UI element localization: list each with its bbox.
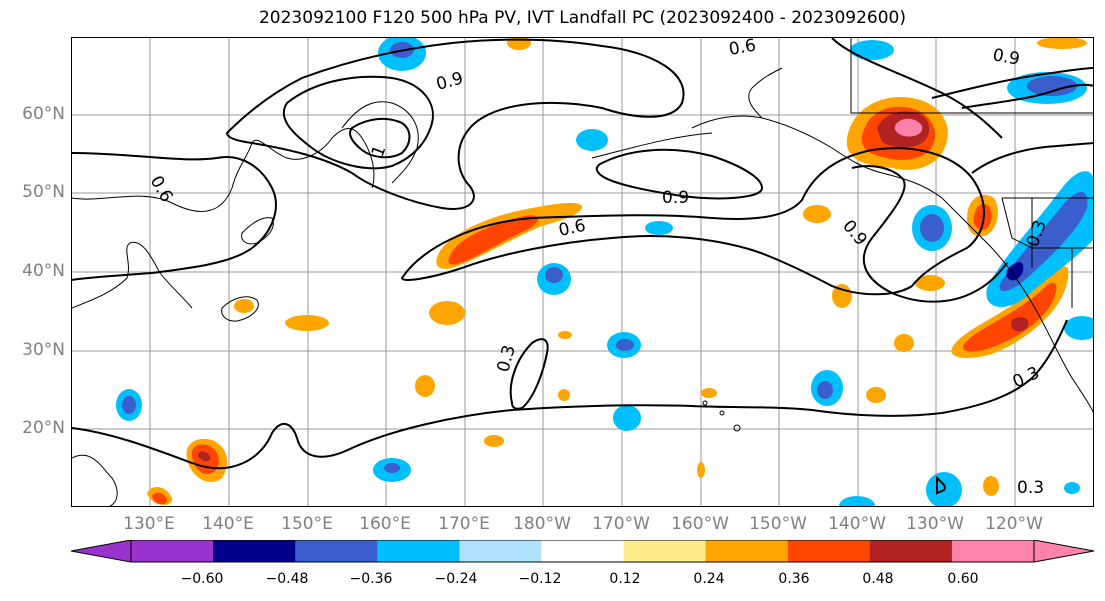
contour-label: 0.6 [727, 38, 757, 60]
positive-blob [198, 451, 211, 462]
positive-blob [507, 38, 531, 50]
positive-blob [894, 118, 923, 137]
negative-blob [616, 339, 634, 351]
colorbar-segment [623, 540, 707, 562]
ivt-contours [72, 38, 1093, 495]
lon-label-130e: 130°E [123, 514, 175, 534]
lon-label-160e: 160°E [359, 514, 411, 534]
positive-blob [558, 389, 570, 401]
lon-label-150e: 150°E [281, 514, 333, 534]
negative-blob [920, 214, 944, 242]
positive-blob [415, 375, 435, 397]
colorbar-tick-label: −0.24 [434, 571, 478, 587]
negative-blob [817, 381, 833, 399]
contour-label: 0.9 [434, 69, 465, 95]
positive-blob [285, 315, 329, 331]
positive-blob [894, 334, 914, 352]
positive-blob [558, 331, 572, 339]
colorbar-over-arrow [1033, 540, 1094, 563]
colorbar-segment [951, 540, 1035, 562]
lon-label-180w: 180°W [513, 514, 571, 534]
negative-blob [1006, 262, 1024, 281]
lat-label-60n: 60°N [22, 104, 65, 124]
contour-label: 0.9 [838, 216, 871, 250]
colorbar-segment [705, 540, 789, 562]
colorbar-tick-label: 0.36 [778, 571, 810, 587]
colorbar-tick-label: 0.24 [693, 571, 725, 587]
colorbar-tick-label: −0.48 [265, 571, 309, 587]
positive-blob [484, 435, 504, 447]
colorbar-under-arrow [71, 540, 132, 563]
colorbar-segment [869, 540, 953, 562]
contour-label: 0.9 [991, 45, 1021, 69]
positive-blob [152, 492, 168, 505]
lat-label-40n: 40°N [22, 261, 65, 281]
positive-blob [973, 203, 992, 230]
lon-label-140w: 140°W [828, 514, 886, 534]
colorbar-tick-label: 0.12 [609, 571, 641, 587]
colorbar-tick-label: −0.36 [349, 571, 393, 587]
colorbar-segment [541, 540, 625, 562]
colorbar-segment [787, 540, 871, 562]
negative-blob [1064, 482, 1080, 494]
positive-blob [697, 462, 705, 478]
lon-label-130w: 130°W [906, 514, 964, 534]
map-panel: 0.6 0.9 0.9 0.6 0.9 0.6 0.9 0.3 0.3 0.3 … [71, 37, 1094, 507]
negative-blob [850, 40, 894, 60]
positive-blob [983, 476, 999, 496]
lat-label-50n: 50°N [22, 182, 65, 202]
positive-blob [429, 301, 465, 325]
colorbar-tick-label: 0.48 [862, 571, 894, 587]
colorbar-segment [295, 540, 378, 562]
positive-blob [803, 205, 831, 223]
contour-label: 0.6 [557, 216, 588, 241]
negative-blob [839, 496, 875, 506]
negative-blob [1027, 76, 1077, 96]
lon-label-160w: 160°W [671, 514, 729, 534]
lon-label-120w: 120°W [985, 514, 1043, 534]
lat-label-30n: 30°N [22, 340, 65, 360]
positive-blob [701, 388, 717, 398]
colorbar-segment [459, 540, 542, 562]
positive-blob [866, 387, 886, 403]
colorbar-segment [377, 540, 460, 562]
contour-label: 0.9 [662, 188, 689, 208]
positive-blob [915, 275, 945, 291]
negative-blob [576, 129, 608, 151]
contour-label: 0.3 [1017, 478, 1044, 498]
positive-blob [448, 215, 539, 265]
colorbar-tick-label: 0.60 [947, 571, 979, 587]
lon-label-140e: 140°E [202, 514, 254, 534]
negative-blob [122, 396, 136, 414]
colorbar [71, 540, 1094, 563]
map-canvas: 0.6 0.9 0.9 0.6 0.9 0.6 0.9 0.3 0.3 0.3 … [72, 38, 1093, 506]
negative-blob [545, 267, 563, 283]
lon-label-170e: 170°E [438, 514, 490, 534]
colorbar-outline [130, 540, 1035, 563]
negative-blob [645, 221, 673, 235]
positive-blob [1011, 317, 1029, 332]
negative-blob [384, 463, 400, 473]
colorbar-tick-label: −0.12 [518, 571, 562, 587]
positive-blob [234, 299, 254, 313]
lon-label-170w: 170°W [592, 514, 650, 534]
positive-blob [963, 282, 1057, 352]
coastlines [72, 38, 1093, 506]
lon-label-150w: 150°W [749, 514, 807, 534]
lat-label-20n: 20°N [22, 418, 65, 438]
positive-blob [1037, 38, 1087, 49]
pv-shading [116, 38, 1093, 506]
colorbar-tick-label: −0.60 [180, 571, 224, 587]
map-title: 2023092100 F120 500 hPa PV, IVT Landfall… [258, 8, 906, 28]
colorbar-segment [131, 540, 214, 562]
negative-blob [1064, 316, 1093, 340]
colorbar-segment [213, 540, 296, 562]
negative-blob [613, 405, 641, 431]
graticule [72, 38, 1093, 506]
